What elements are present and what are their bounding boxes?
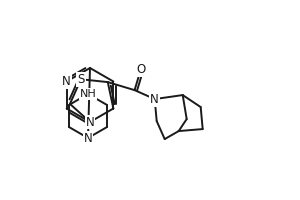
Text: N: N: [84, 132, 92, 144]
Text: N: N: [85, 116, 94, 129]
Text: N: N: [62, 75, 71, 88]
Text: O: O: [136, 63, 146, 76]
Text: NH: NH: [80, 89, 96, 99]
Text: N: N: [150, 93, 159, 106]
Text: S: S: [77, 73, 85, 86]
